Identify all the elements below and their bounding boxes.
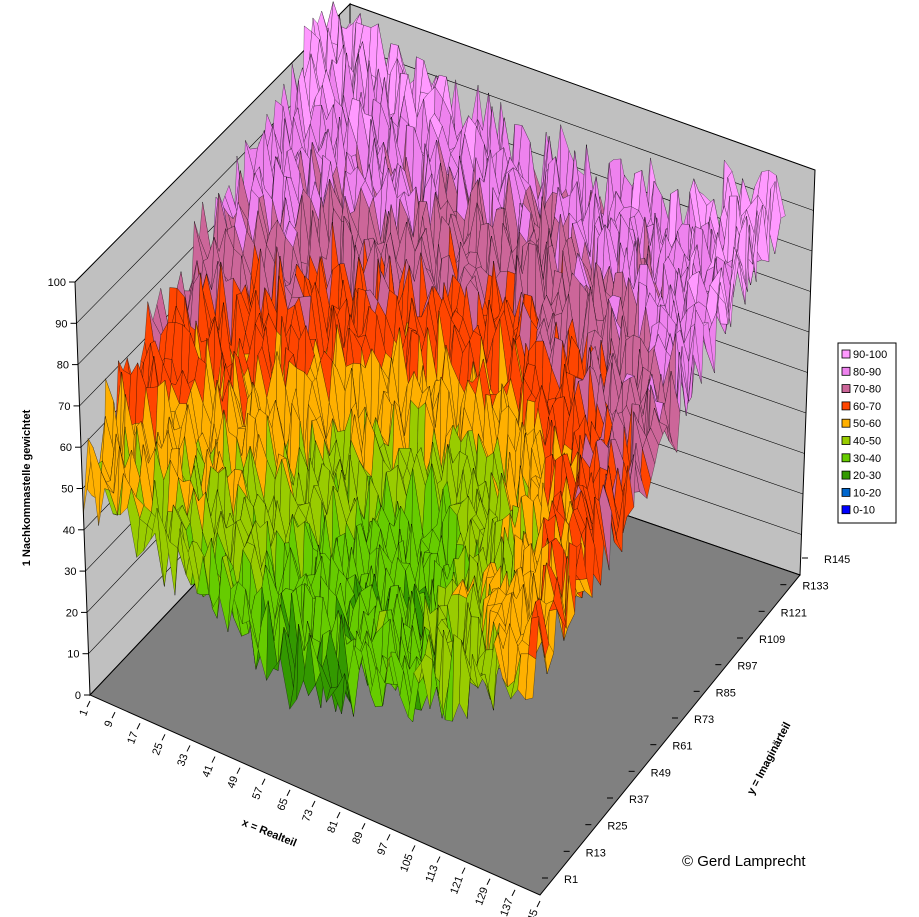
x-tick-mark <box>411 845 416 852</box>
y-tick-label: R37 <box>629 794 649 806</box>
x-tick-label: 25 <box>150 741 165 757</box>
legend-label: 0-10 <box>853 505 875 517</box>
legend-label: 70-80 <box>853 384 881 396</box>
z-tick-label: 90 <box>55 318 67 330</box>
x-tick-label: 81 <box>325 819 340 835</box>
x-tick-label: 73 <box>300 808 315 824</box>
x-tick-label: 129 <box>473 886 491 907</box>
x-tick-mark <box>211 756 216 763</box>
legend: 90-100 80-90 70-80 60-70 50-60 40-50 30-40 20-3… <box>837 342 897 524</box>
x-tick-label: 49 <box>225 775 240 791</box>
z-tick-label: 40 <box>63 525 75 537</box>
x-tick-label: 65 <box>275 797 290 813</box>
x-tick-label: 41 <box>200 763 215 779</box>
x-tick-mark <box>536 900 541 908</box>
y-tick-label: R61 <box>672 741 692 753</box>
legend-swatch <box>841 436 851 445</box>
z-tick-label: 70 <box>58 401 70 413</box>
legend-label: 30-40 <box>853 453 881 465</box>
x-tick-label: 9 <box>102 719 115 729</box>
legend-swatch <box>841 487 851 497</box>
legend-label: 10-20 <box>853 487 881 499</box>
x-tick-mark <box>186 745 191 752</box>
y-tick-label: R49 <box>651 767 671 779</box>
legend-label: 90-100 <box>853 349 887 361</box>
y-tick-label: R85 <box>716 687 736 699</box>
z-tick-label: 100 <box>48 277 66 289</box>
x-tick-label: 97 <box>375 841 390 857</box>
y-tick-label: R109 <box>759 634 785 646</box>
y-tick-label: R13 <box>586 847 606 859</box>
x-tick-mark <box>286 789 291 797</box>
x-tick-mark <box>511 889 516 897</box>
x-tick-mark <box>436 856 441 863</box>
copyright-text: © Gerd Lamprecht <box>682 853 806 870</box>
x-tick-mark <box>161 734 166 741</box>
legend-label: 50-60 <box>853 418 881 430</box>
legend-swatch <box>841 505 851 515</box>
z-axis-title: 1 Nachkommastelle gewichtet <box>21 409 33 566</box>
x-tick-label: 145 <box>523 908 541 917</box>
x-tick-label: 57 <box>250 786 265 802</box>
legend-swatch <box>841 366 851 376</box>
x-tick-label: 17 <box>125 730 140 746</box>
legend-label: 40-50 <box>853 436 881 448</box>
x-tick-label: 113 <box>424 863 441 884</box>
x-tick-label: 89 <box>350 830 365 846</box>
x-tick-mark <box>461 867 466 874</box>
x-tick-mark <box>86 700 91 708</box>
legend-swatch <box>841 418 851 428</box>
x-tick-label: 1 <box>77 708 90 718</box>
legend-swatch <box>841 401 851 411</box>
legend-swatch <box>841 349 851 359</box>
x-tick-label: 33 <box>175 752 190 768</box>
x-tick-mark <box>236 767 241 774</box>
x-tick-mark <box>361 822 366 830</box>
x-tick-mark <box>311 800 316 808</box>
legend-swatch <box>841 453 851 463</box>
z-tick-label: 50 <box>61 484 73 496</box>
y-tick-label: R73 <box>694 714 714 726</box>
y-axis-title: y = Imaginärteil <box>745 720 793 797</box>
legend-swatch <box>841 384 851 394</box>
z-tick-label: 0 <box>75 690 81 702</box>
z-tick-label: 60 <box>60 442 72 454</box>
x-tick-label: 105 <box>398 852 416 873</box>
y-tick-label: R97 <box>737 661 757 673</box>
surface-plot <box>83 1 786 723</box>
y-tick-label: R25 <box>607 821 627 833</box>
gridline <box>349 3 816 171</box>
z-tick-label: 10 <box>67 649 79 661</box>
x-tick-mark <box>136 722 141 730</box>
z-tick-label: 30 <box>64 566 76 578</box>
y-tick-label: R145 <box>824 554 850 566</box>
legend-swatch <box>841 470 851 480</box>
x-tick-mark <box>386 834 391 841</box>
legend-label: 60-70 <box>853 401 881 413</box>
z-tick-label: 20 <box>66 607 78 619</box>
x-tick-mark <box>486 878 491 886</box>
z-tick-label: 80 <box>57 360 69 372</box>
x-tick-mark <box>261 778 266 786</box>
x-tick-label: 121 <box>448 875 466 896</box>
x-axis-title: x = Realteil <box>240 817 298 850</box>
x-tick-mark <box>336 811 341 819</box>
x-tick-label: 137 <box>498 897 516 917</box>
legend-label: 20-30 <box>853 470 881 482</box>
y-tick-label: R121 <box>781 607 807 619</box>
legend-label: 80-90 <box>853 366 881 378</box>
y-tick-label: R133 <box>802 581 828 593</box>
y-tick-label: R1 <box>564 874 578 886</box>
x-tick-mark <box>111 711 116 719</box>
